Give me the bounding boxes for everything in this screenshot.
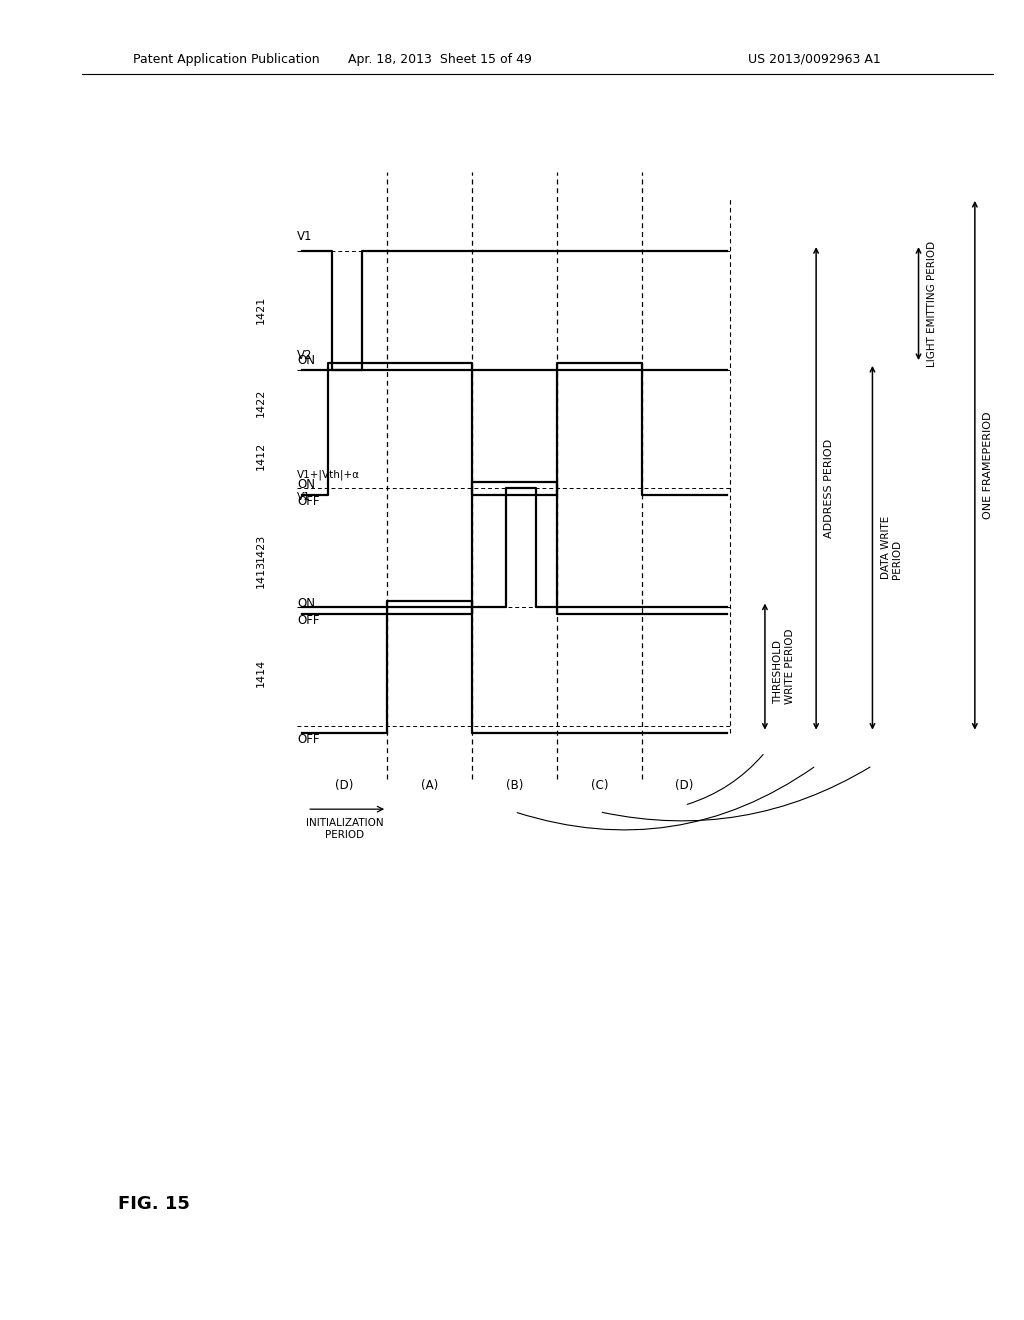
Text: (B): (B) [506, 779, 523, 792]
Text: 1422: 1422 [256, 388, 266, 417]
Text: US 2013/0092963 A1: US 2013/0092963 A1 [748, 53, 881, 66]
Text: (A): (A) [421, 779, 438, 792]
Text: ON: ON [297, 597, 315, 610]
Text: 1413: 1413 [256, 560, 266, 589]
Text: V1: V1 [297, 230, 312, 243]
Text: ADDRESS PERIOD: ADDRESS PERIOD [824, 438, 835, 539]
Text: V2: V2 [297, 348, 312, 362]
Text: OFF: OFF [297, 733, 319, 746]
Text: THRESHOLD
WRITE PERIOD: THRESHOLD WRITE PERIOD [773, 628, 795, 705]
Text: (D): (D) [676, 779, 693, 792]
Text: 1423: 1423 [256, 533, 266, 562]
Text: ON: ON [297, 478, 315, 491]
Text: INITIALIZATION
PERIOD: INITIALIZATION PERIOD [306, 818, 383, 840]
Text: DATA WRITE
PERIOD: DATA WRITE PERIOD [881, 516, 902, 579]
Text: Patent Application Publication: Patent Application Publication [133, 53, 319, 66]
Text: V1+|Vth|+α: V1+|Vth|+α [297, 470, 360, 480]
Text: (C): (C) [591, 779, 608, 792]
Text: FIG. 15: FIG. 15 [118, 1195, 189, 1213]
Text: 1421: 1421 [256, 296, 266, 325]
Text: ON: ON [297, 354, 315, 367]
Text: 1412: 1412 [256, 441, 266, 470]
Text: ONE FRAMEPERIOD: ONE FRAMEPERIOD [983, 412, 993, 519]
Text: Apr. 18, 2013  Sheet 15 of 49: Apr. 18, 2013 Sheet 15 of 49 [348, 53, 532, 66]
Text: LIGHT EMITTING PERIOD: LIGHT EMITTING PERIOD [927, 240, 937, 367]
Text: OFF: OFF [297, 495, 319, 508]
Text: (D): (D) [336, 779, 353, 792]
Text: V1: V1 [297, 491, 310, 502]
Text: OFF: OFF [297, 614, 319, 627]
Text: 1414: 1414 [256, 659, 266, 688]
